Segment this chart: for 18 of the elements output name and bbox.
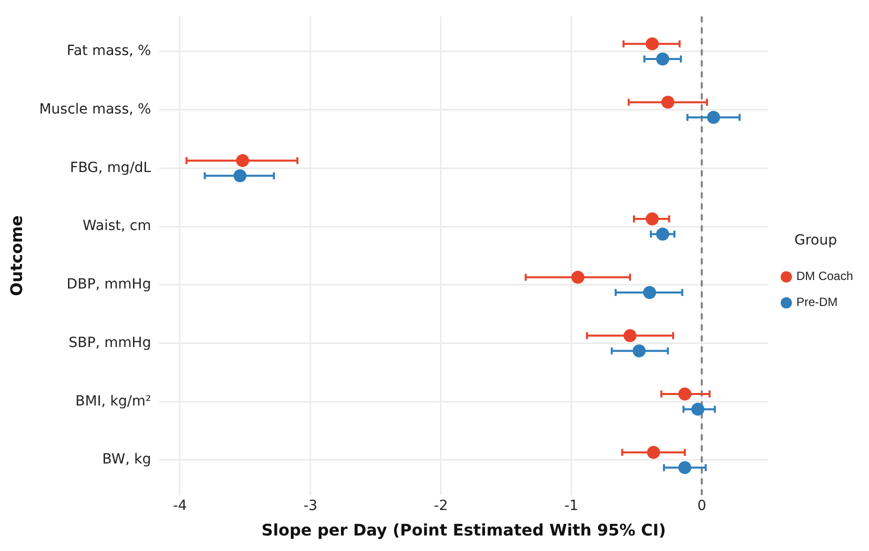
- y-tick-label: FBG, mg/dL: [70, 160, 152, 176]
- y-tick-label: Fat mass, %: [66, 43, 152, 60]
- y-tick-label: BMI, kg/m²: [75, 393, 152, 410]
- y-axis-title: Outcome: [6, 215, 26, 296]
- y-tick-label: BW, kg: [102, 452, 152, 468]
- y-tick-label: DBP, mmHg: [66, 276, 152, 293]
- x-tick-label: -4: [172, 498, 188, 514]
- y-tick-label: SBP, mmHg: [68, 334, 152, 351]
- y-tick-label: Muscle mass, %: [39, 101, 152, 118]
- x-tick-label: -3: [303, 498, 318, 514]
- legend-label: DM Coach: [796, 269, 854, 284]
- y-tick-label: Waist, cm: [82, 218, 152, 234]
- x-tick-label: 0: [697, 498, 706, 514]
- legend-label: Pre-DM: [796, 295, 838, 310]
- x-tick-label: -2: [434, 498, 448, 514]
- x-tick-label: -1: [564, 498, 578, 514]
- x-axis-title: Slope per Day (Point Estimated With 95% CI): [261, 520, 666, 540]
- legend-title: Group: [794, 232, 838, 249]
